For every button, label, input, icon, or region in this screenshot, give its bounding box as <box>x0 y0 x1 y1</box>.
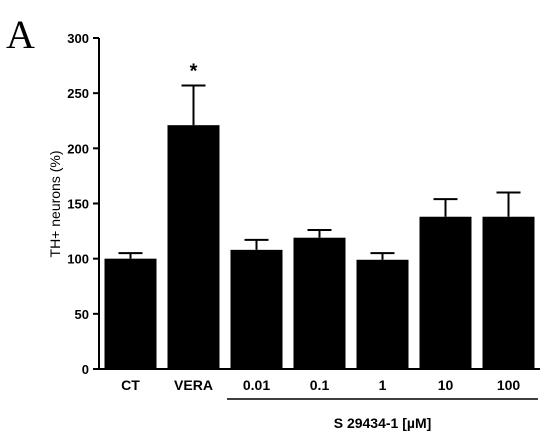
x-tick-label: CT <box>121 377 140 393</box>
x-tick-label: 100 <box>497 377 521 393</box>
bar <box>293 237 346 369</box>
x-tick-label: VERA <box>174 377 213 393</box>
y-tick-label: 250 <box>67 86 89 101</box>
bar <box>104 258 157 369</box>
bar <box>419 216 472 369</box>
group-annotation: S 29434-1 [µM] <box>227 398 538 431</box>
x-tick-label: 1 <box>379 377 387 393</box>
y-tick-label: 100 <box>67 252 89 267</box>
y-axis-title: TH+ neurons (%) <box>47 151 63 258</box>
y-tick-label: 50 <box>75 307 89 322</box>
bar <box>356 259 409 369</box>
bar <box>482 216 535 369</box>
bars: * <box>104 60 535 369</box>
y-tick-label: 200 <box>67 141 89 156</box>
x-tick-label: 0.1 <box>310 377 330 393</box>
y-tick-label: 150 <box>67 197 89 212</box>
panel-label: A <box>6 12 35 57</box>
significance-marker: * <box>190 60 198 82</box>
x-tick-label: 0.01 <box>243 377 270 393</box>
y-tick-label: 300 <box>67 31 89 46</box>
bar <box>167 125 220 369</box>
bar <box>230 249 283 369</box>
x-tick-label: 10 <box>438 377 454 393</box>
group-label: S 29434-1 [µM] <box>334 415 432 431</box>
x-axis-labels: CT VERA 0.01 0.1 1 10 100 <box>121 377 520 393</box>
y-tick-label: 0 <box>82 362 89 377</box>
